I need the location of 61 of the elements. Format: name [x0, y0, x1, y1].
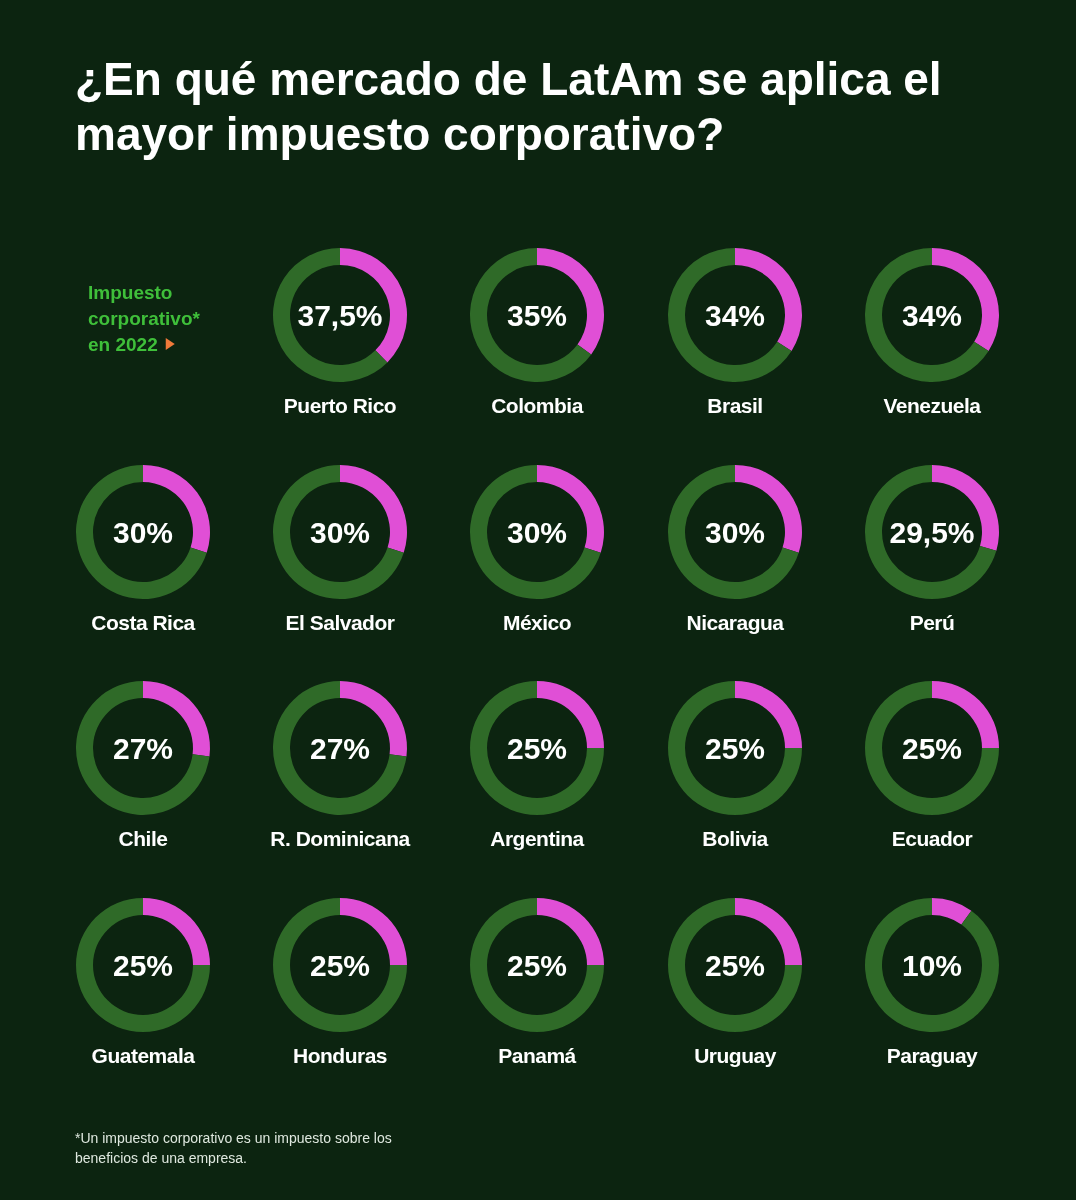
donut-slice	[470, 681, 604, 815]
text: Uruguay	[694, 1044, 777, 1067]
data-label: 27%	[309, 731, 371, 765]
text: El Salvador	[285, 611, 395, 634]
data-label: 25%	[704, 731, 766, 765]
text: Panamá	[498, 1044, 577, 1067]
text: Paraguay	[886, 1044, 979, 1067]
text: Ecuador	[891, 827, 973, 850]
text: Venezuela	[883, 394, 982, 417]
donut-slice	[76, 465, 207, 599]
data-label: 25%	[112, 948, 174, 982]
data-label: 25%	[901, 731, 963, 765]
donut-slice	[273, 898, 407, 1032]
data-label: 25%	[704, 948, 766, 982]
data-label: 37,5%	[297, 298, 383, 332]
text: Honduras	[292, 1044, 388, 1067]
text: Nicaragua	[686, 611, 785, 634]
text: Costa Rica	[91, 611, 196, 634]
text: Perú	[909, 611, 955, 634]
donut-slice	[865, 681, 999, 815]
text: Guatemala	[91, 1044, 196, 1067]
donut-slice	[865, 465, 997, 599]
text: Argentina	[490, 827, 585, 850]
text: Puerto Rico	[283, 394, 397, 417]
text: Bolivia	[702, 827, 769, 850]
text: Colombia	[491, 394, 584, 417]
data-label: 34%	[901, 298, 963, 332]
text: ¿En qué mercado de LatAm se aplica el mayor impuesto corporativo?	[75, 53, 942, 160]
donut-slice	[470, 465, 601, 599]
data-label: 34%	[704, 298, 766, 332]
text: México	[502, 611, 572, 634]
data-label: 35%	[506, 298, 568, 332]
data-label: 25%	[506, 731, 568, 765]
donut-slice	[668, 465, 799, 599]
data-label: 30%	[309, 515, 371, 549]
text: Chile	[118, 827, 168, 850]
data-label: 25%	[506, 948, 568, 982]
donut-slice	[932, 898, 972, 925]
donut-slice	[470, 898, 604, 1032]
donut-slice	[76, 681, 210, 815]
data-label: 29,5%	[889, 515, 975, 549]
data-label: 25%	[309, 948, 371, 982]
donut-slice	[273, 681, 407, 815]
data-label: 30%	[112, 515, 174, 549]
text: Impuesto corporativo* en 2022	[88, 282, 201, 355]
data-label: 27%	[112, 731, 174, 765]
data-label: 30%	[506, 515, 568, 549]
text: R. Dominicana	[270, 827, 411, 850]
donut-slice	[273, 465, 404, 599]
donut-slice	[668, 898, 802, 1032]
donut-slice	[668, 248, 792, 382]
donut-slice	[470, 248, 592, 382]
text: *Un impuesto corporativo es un impuesto sobre los beneficios de una empresa.	[75, 1130, 392, 1166]
donut-slice	[865, 898, 999, 1032]
text: Brasil	[707, 394, 763, 417]
donut-slice	[668, 681, 802, 815]
data-label: 30%	[704, 515, 766, 549]
donut-slice	[76, 898, 210, 1032]
donut-slice	[273, 248, 388, 382]
data-label: 10%	[901, 948, 963, 982]
donut-slice	[865, 248, 989, 382]
